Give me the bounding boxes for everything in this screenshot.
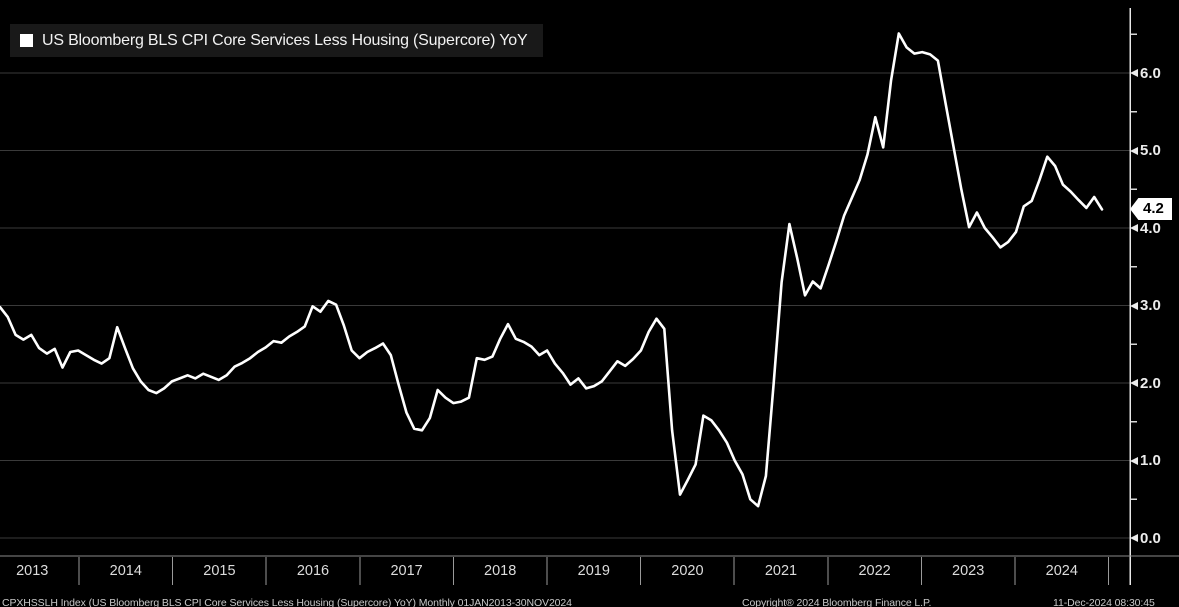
tick-arrow-icon: [1130, 69, 1138, 77]
x-axis-year-label: 2014: [109, 563, 142, 579]
x-axis-year-label: 2018: [484, 563, 517, 579]
y-tick-text: 3.0: [1140, 297, 1161, 314]
x-axis-year-label: 2013: [16, 563, 49, 579]
footer-ticker-text: CPXHSSLH Index (US Bloomberg BLS CPI Cor…: [2, 597, 572, 607]
x-axis-year-label: 2016: [296, 563, 330, 579]
y-tick-text: 0.0: [1140, 529, 1161, 547]
y-axis-label: 4.0: [1130, 218, 1161, 238]
x-axis-year-label: 2020: [671, 563, 704, 579]
y-tick-text: 6.0: [1140, 64, 1161, 82]
y-axis-label: 1.0: [1130, 451, 1161, 471]
footer-copyright-text: Copyright® 2024 Bloomberg Finance L.P.: [742, 597, 932, 607]
y-tick-text: 2.0: [1140, 374, 1161, 392]
series-legend-label: US Bloomberg BLS CPI Core Services Less …: [42, 31, 528, 49]
last-value-tag: 4.2: [1130, 198, 1172, 220]
chart-legend[interactable]: US Bloomberg BLS CPI Core Services Less …: [10, 24, 544, 57]
tick-arrow-icon: [1130, 301, 1138, 310]
x-axis-year-label: 2015: [203, 563, 236, 579]
y-tick-text: 1.0: [1140, 452, 1161, 469]
tick-arrow-icon: [1130, 534, 1138, 542]
x-axis-year-label: 2022: [858, 563, 891, 579]
x-axis-year-label: 2017: [390, 563, 423, 579]
y-axis-label: 2.0: [1130, 373, 1161, 393]
x-axis-year-label: 2023: [952, 563, 985, 579]
price-line: [0, 32, 1104, 508]
x-axis-year-label: 2024: [1045, 563, 1078, 579]
x-axis-year-label: 2019: [577, 563, 610, 579]
y-tick-text: 4.0: [1140, 219, 1161, 237]
last-value-text: 4.2: [1143, 200, 1164, 217]
tick-arrow-icon: [1130, 456, 1138, 465]
y-axis-label: 0.0: [1130, 528, 1161, 548]
y-tick-text: 5.0: [1140, 142, 1161, 159]
tick-arrow-icon: [1130, 224, 1138, 232]
x-axis-year-label: 2021: [764, 563, 798, 579]
series-swatch-icon: [20, 34, 33, 47]
chart-footer: CPXHSSLH Index (US Bloomberg BLS CPI Cor…: [0, 598, 1179, 607]
y-axis-label: 3.0: [1130, 296, 1161, 316]
y-axis-label: 6.0: [1130, 63, 1161, 83]
tick-arrow-icon: [1130, 146, 1138, 155]
y-axis-label: 5.0: [1130, 141, 1161, 161]
footer-timestamp-text: 11-Dec-2024 08:30:45: [1053, 597, 1155, 607]
tick-arrow-icon: [1130, 379, 1138, 387]
